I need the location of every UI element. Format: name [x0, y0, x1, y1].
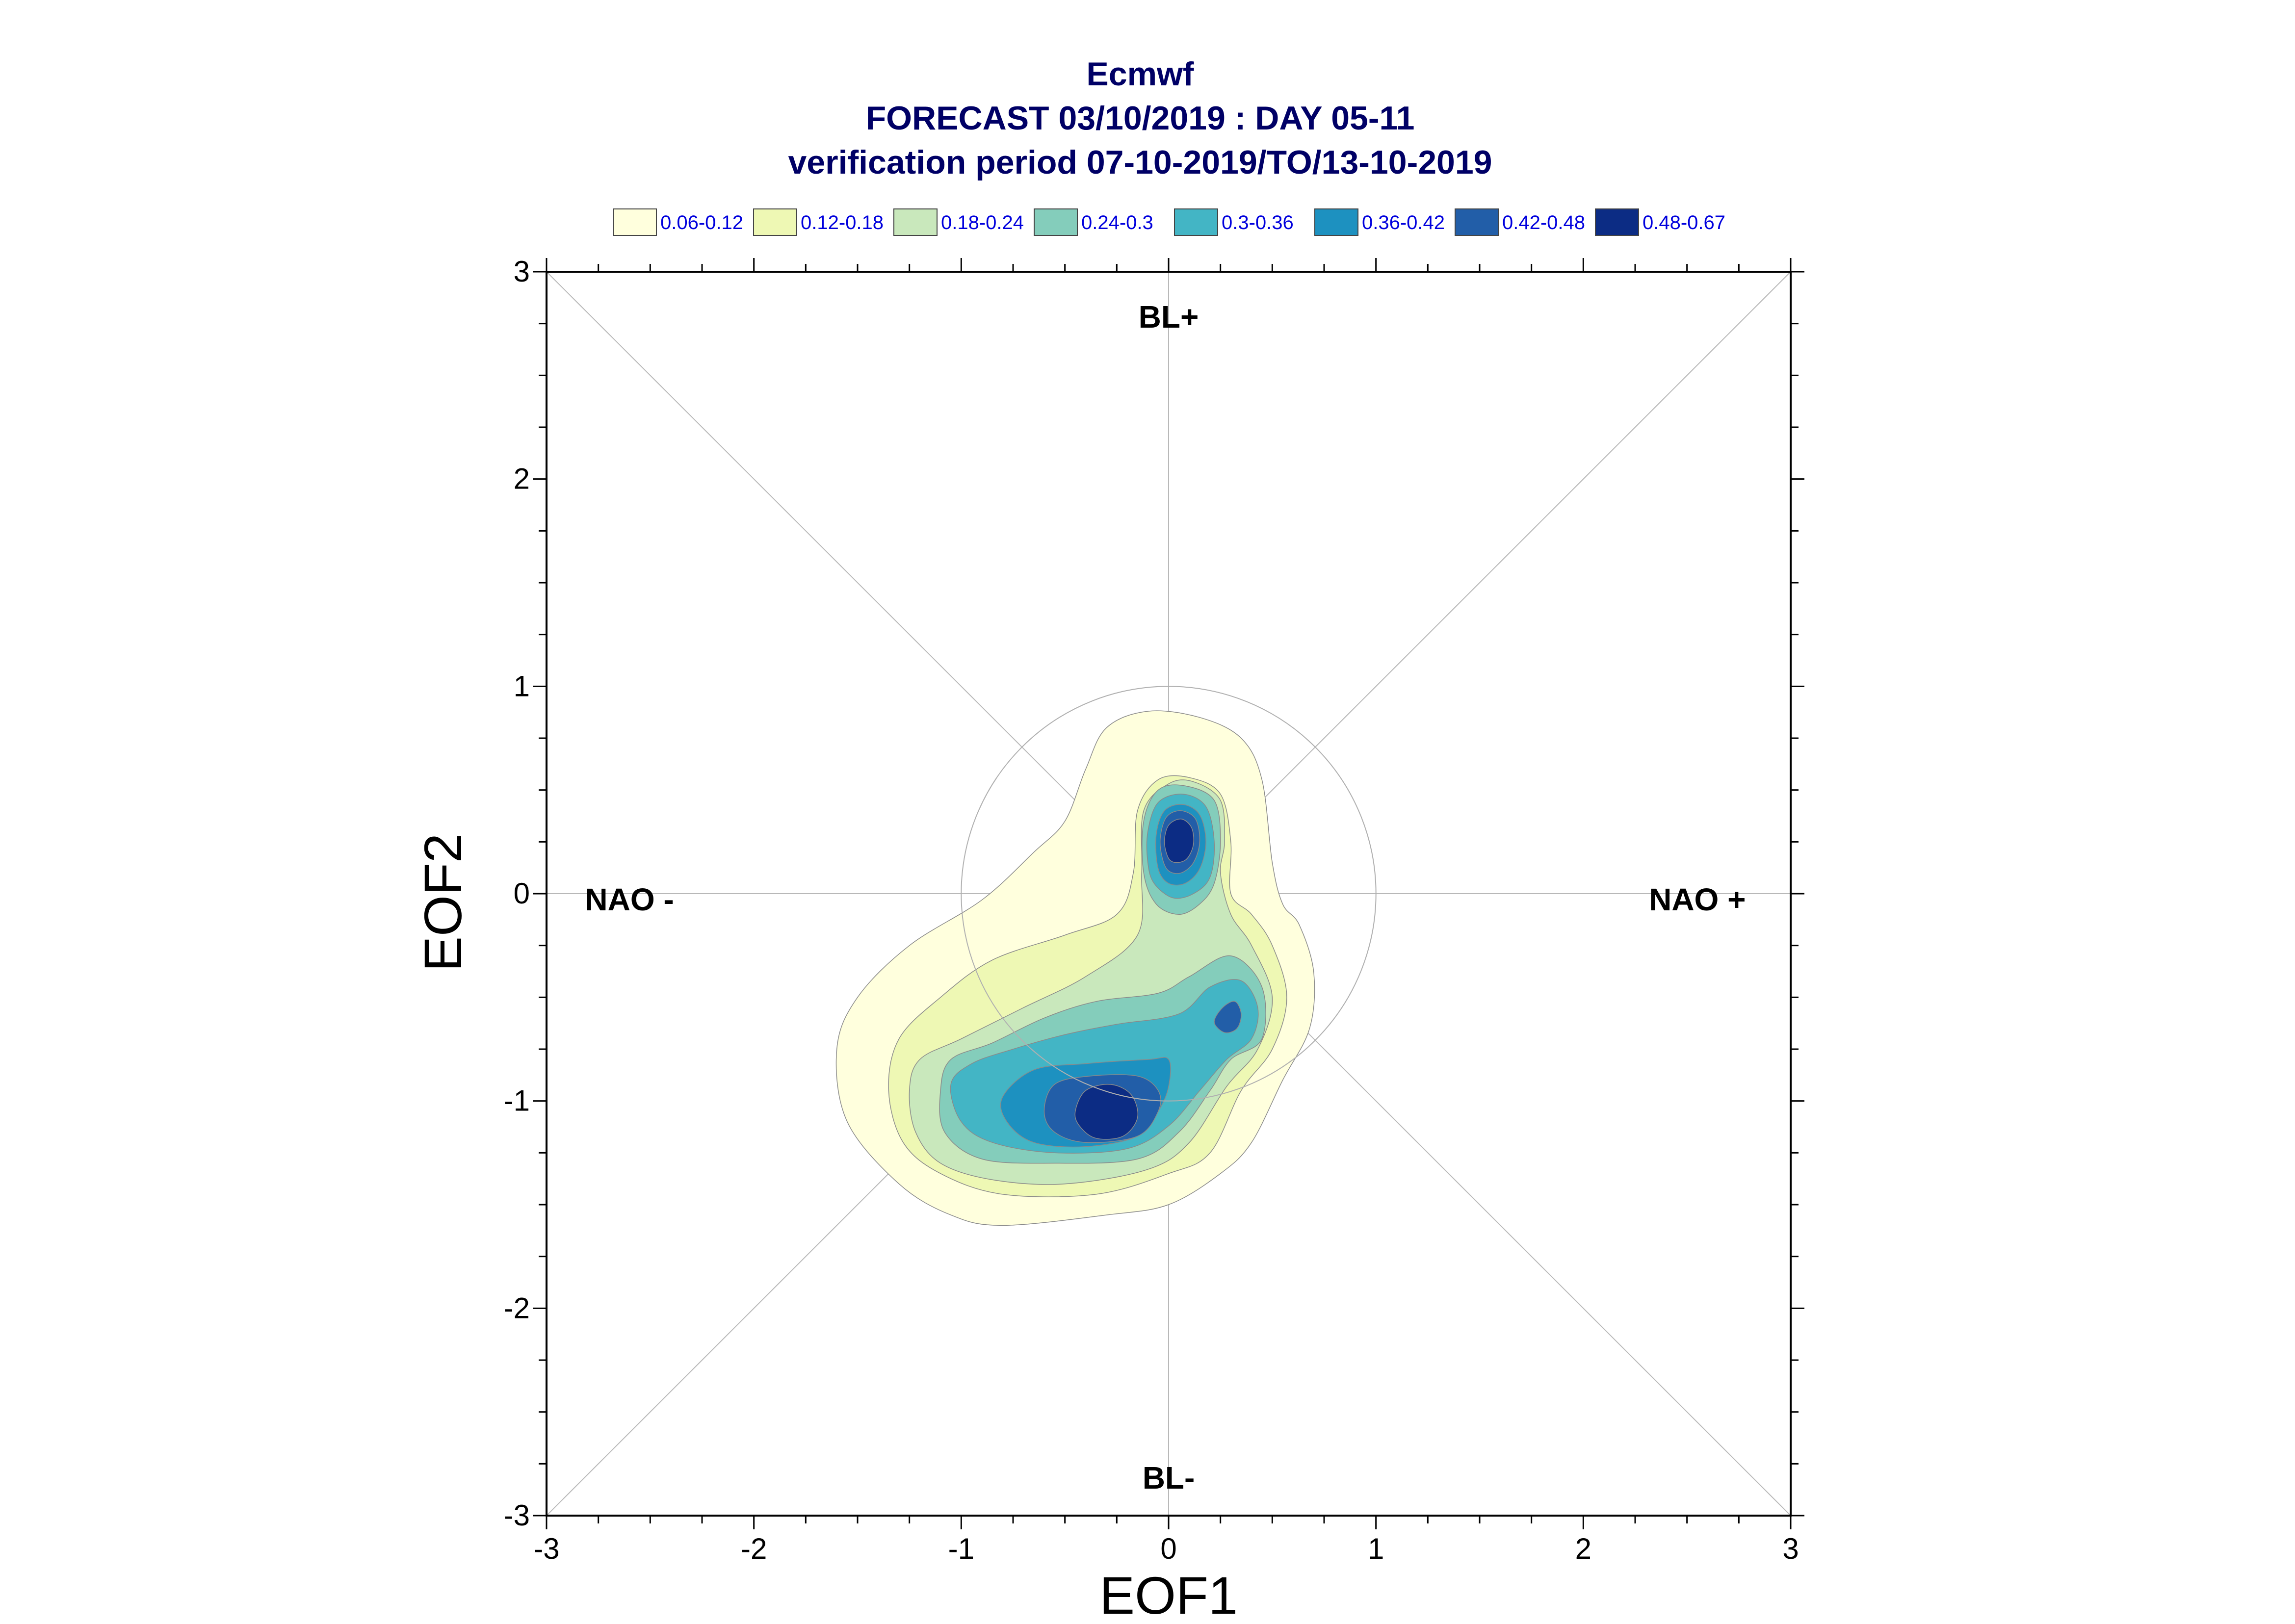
- regime-labels: BL+ BL- NAO - NAO +: [585, 299, 1746, 1495]
- axis-ticks: -3 -2 -1 0 1 2 3 -3 -2 -1 0 1 2 3: [504, 255, 1804, 1565]
- legend-swatch: [1314, 208, 1358, 236]
- regime-label: NAO +: [1649, 882, 1746, 917]
- regime-label: BL-: [1143, 1460, 1195, 1495]
- legend-swatch: [893, 208, 938, 236]
- y-tick-label: 2: [514, 463, 530, 495]
- legend-swatch: [613, 208, 657, 236]
- y-tick-label: 0: [514, 877, 530, 910]
- x-tick-label: -1: [948, 1532, 974, 1565]
- x-tick-label: 1: [1368, 1532, 1384, 1565]
- legend-label: 0.12-0.18: [801, 212, 884, 233]
- legend-swatch: [753, 208, 797, 236]
- legend-label: 0.24-0.3: [1081, 212, 1153, 233]
- y-tick-label: 3: [514, 255, 530, 288]
- x-tick-label: 2: [1575, 1532, 1591, 1565]
- reference-circle: [961, 686, 1377, 1102]
- plot-area: BL+ BL- NAO - NAO + -3 -2 -1 0 1 2 3 -3 -2 -1 0 1 2 3: [504, 255, 1804, 1565]
- chart-subtitle-2: verification period 07-10-2019/TO/13-10-…: [788, 144, 1492, 181]
- overlay-lines: [961, 686, 1377, 1102]
- density-contours: [835, 710, 1315, 1226]
- y-axis-title: EOF2: [413, 833, 472, 972]
- legend-swatch: [1455, 208, 1499, 236]
- contour-level-7: [1074, 1083, 1138, 1140]
- x-tick-label: 3: [1782, 1532, 1799, 1565]
- y-tick-label: -3: [504, 1499, 530, 1532]
- legend-label: 0.48-0.67: [1643, 212, 1725, 233]
- legend: 0.06-0.12 0.12-0.18 0.18-0.24 0.24-0.3 0.3-0…: [613, 208, 1725, 236]
- regime-label: BL+: [1139, 299, 1199, 335]
- legend-swatch: [1595, 208, 1639, 236]
- legend-swatch: [1034, 208, 1078, 236]
- legend-label: 0.3-0.36: [1222, 212, 1294, 233]
- legend-label: 0.36-0.42: [1362, 212, 1445, 233]
- y-tick-label: -2: [504, 1291, 530, 1324]
- legend-swatch: [1174, 208, 1218, 236]
- x-axis-title: EOF1: [1099, 1566, 1238, 1624]
- y-tick-label: 1: [514, 670, 530, 702]
- legend-label: 0.06-0.12: [660, 212, 743, 233]
- x-tick-label: 0: [1160, 1532, 1176, 1565]
- y-tick-label: -1: [504, 1084, 530, 1117]
- legend-label: 0.18-0.24: [941, 212, 1024, 233]
- legend-label: 0.42-0.48: [1502, 212, 1585, 233]
- contour-level-7: [1164, 819, 1194, 863]
- x-tick-label: -2: [741, 1532, 767, 1565]
- chart-subtitle-1: FORECAST 03/10/2019 : DAY 05-11: [866, 100, 1415, 137]
- x-tick-label: -3: [533, 1532, 559, 1565]
- chart-title: Ecmwf: [1086, 55, 1194, 93]
- regime-label: NAO -: [585, 882, 674, 917]
- contour-level-6: [1214, 1001, 1242, 1033]
